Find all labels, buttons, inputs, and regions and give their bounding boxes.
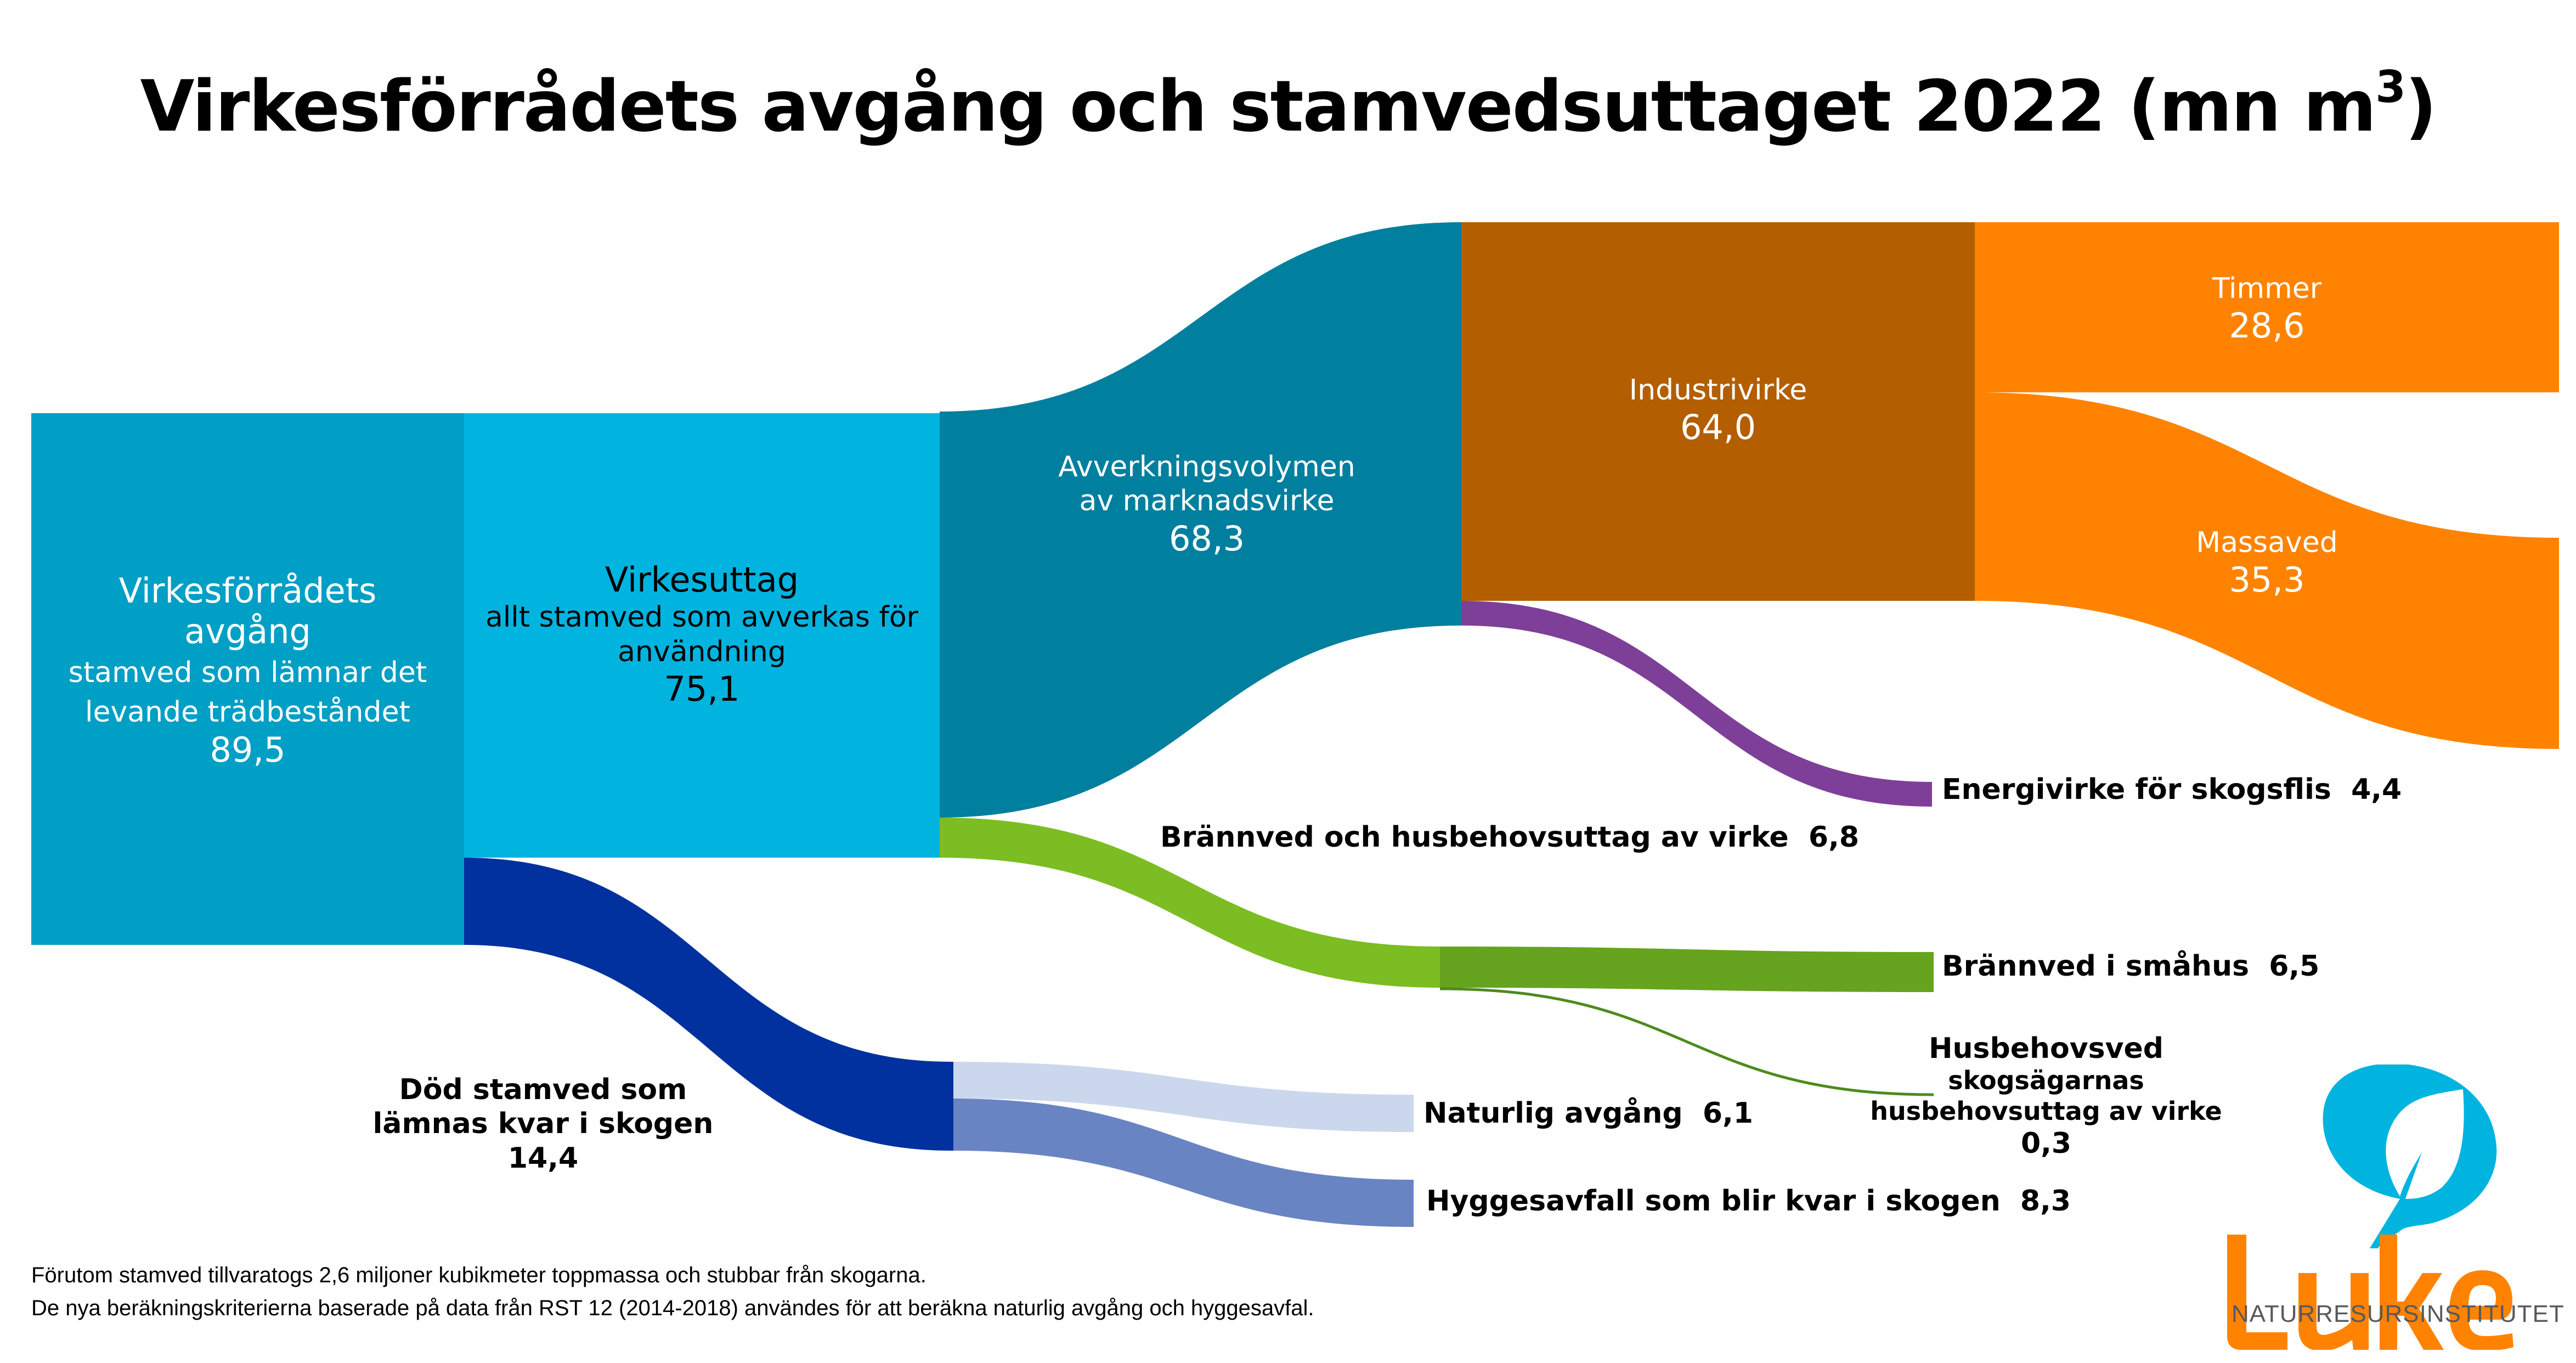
node-label-dod-stamved: Död stamved som lämnas kvar i skogen 14,… (372, 1073, 714, 1175)
node-label-naturlig-avgang: Naturlig avgång 6,1 (1423, 1097, 1753, 1130)
link-virkesuttag-avverkning (940, 222, 1461, 818)
footnote-2: De nya beräkningskriterierna baserade på… (31, 1296, 1314, 1320)
node-label-timmer: Timmer 28,6 (2212, 272, 2322, 346)
node-massaved-stub (1975, 392, 1977, 601)
chart-title: Virkesförrådets avgång och stamvedsuttag… (140, 61, 2437, 148)
link-dod-hyggesavfall (951, 1099, 1414, 1227)
link-industrivirke-massaved (1975, 392, 2559, 749)
logo-subtitle: NATURRESURSINSTITUTET (2232, 1300, 2564, 1327)
link-avgang-dod-stamved (464, 858, 951, 1151)
node-label-massaved: Massaved 35,3 (2196, 526, 2338, 600)
sankey-links (464, 222, 2559, 1227)
link-avverkning-energivirke (1461, 601, 1932, 807)
link-dod-naturlig (951, 1062, 1414, 1132)
sankey-nodes (31, 222, 2559, 1151)
node-label-avverkning: Avverkningsvolymen av marknadsvirke 68,3 (1058, 450, 1355, 559)
link-brannved-smahus (1440, 947, 1934, 992)
link-virkesuttag-brannved (940, 818, 1440, 988)
luke-wordmark (2227, 1235, 2513, 1350)
link-brannved-husbehovsved (1439, 987, 1934, 1096)
footnote-1: Förutom stamved tillvaratogs 2,6 miljone… (31, 1263, 927, 1287)
leaf-speech-bubble-icon (2323, 1065, 2497, 1248)
node-label-avgang: Virkesförrådets avgång stamved som lämna… (68, 571, 427, 770)
node-industrivirke (1461, 222, 1975, 601)
node-virkesuttag (464, 413, 940, 858)
node-label-hyggesavfall: Hyggesavfall som blir kvar i skogen 8,3 (1426, 1185, 2071, 1218)
node-dod-stamved (951, 1062, 953, 1151)
node-label-industrivirke: Industrivirke 64,0 (1629, 374, 1807, 448)
node-label-husbehovsved: Husbehovsved skogsägarnas husbehovsuttag… (1870, 1032, 2222, 1160)
node-label-brannved-smahus: Brännved i småhus 6,5 (1942, 950, 2320, 983)
node-label-virkesuttag: Virkesuttag allt stamved som avverkas fö… (485, 560, 919, 709)
node-timmer (1975, 222, 2559, 392)
node-label-energivirke: Energivirke för skogsflis 4,4 (1942, 773, 2402, 806)
link-label-brannved-husbehov: Brännved och husbehovsuttag av virke 6,8 (1160, 821, 1860, 854)
node-avgang (31, 413, 464, 945)
luke-logo (2227, 1065, 2513, 1350)
